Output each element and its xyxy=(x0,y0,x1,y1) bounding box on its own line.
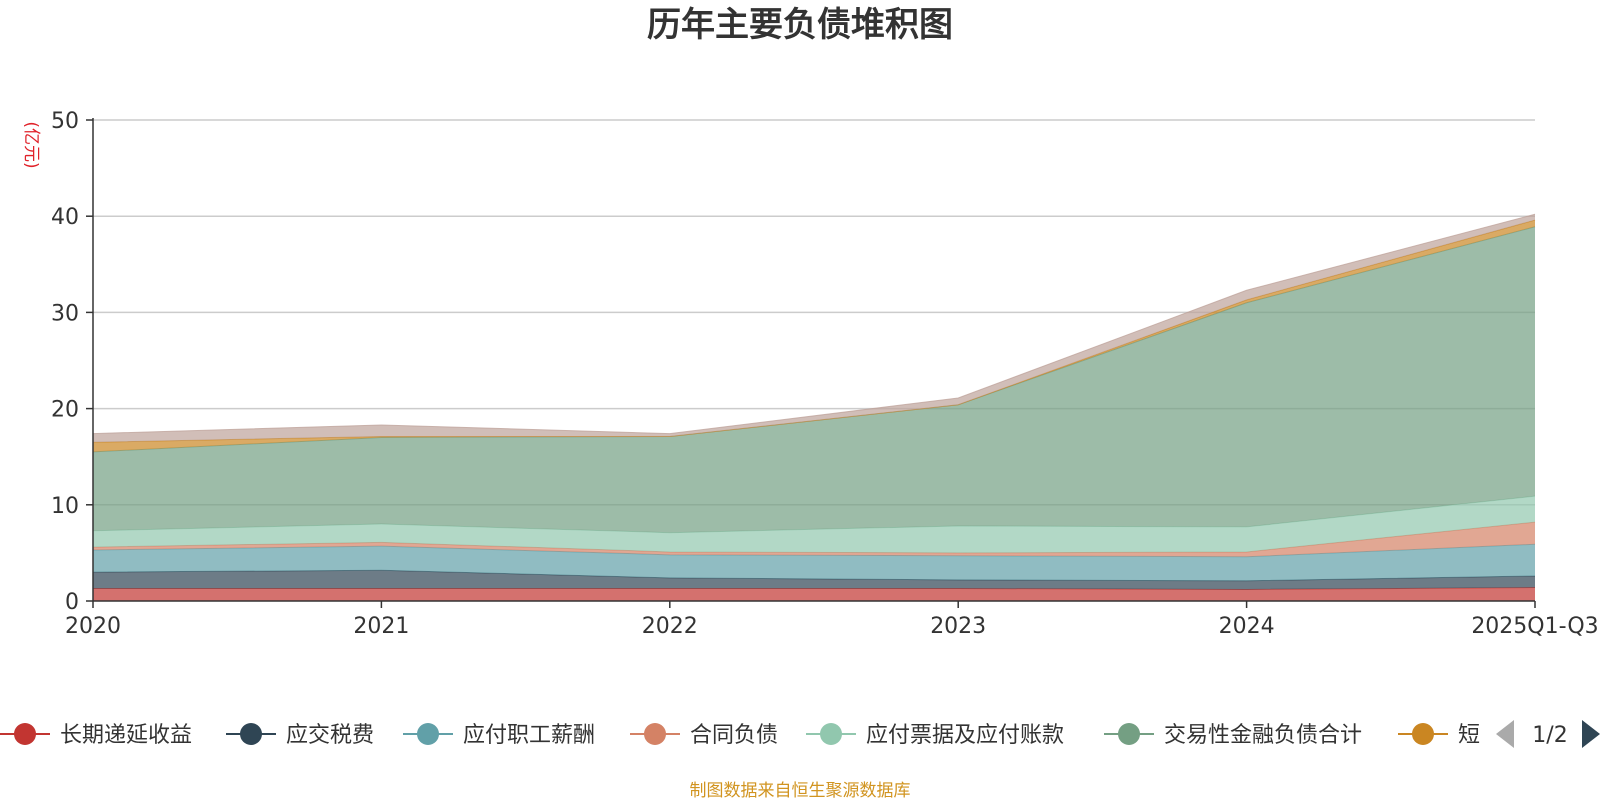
x-tick-label: 2024 xyxy=(1219,614,1275,639)
legend-item[interactable]: 交易性金融负债合计 xyxy=(1104,723,1362,748)
legend-label: 短 xyxy=(1458,723,1480,748)
y-tick-label: 20 xyxy=(51,398,79,423)
legend-circle-marker xyxy=(14,723,36,745)
legend-label: 应交税费 xyxy=(286,723,374,748)
x-tick-label: 2021 xyxy=(353,614,409,639)
y-tick-label: 30 xyxy=(51,301,79,326)
y-tick-label: 50 xyxy=(51,109,79,134)
y-tick-label: 0 xyxy=(65,590,79,615)
legend-item[interactable]: 应交税费 xyxy=(226,723,374,748)
legend-circle-marker xyxy=(240,723,262,745)
area-series-5 xyxy=(93,226,1535,533)
legend-label: 应付职工薪酬 xyxy=(463,723,595,748)
chart-title: 历年主要负债堆积图 xyxy=(647,5,953,45)
data-source-footer: 制图数据来自恒生聚源数据库 xyxy=(689,781,911,801)
x-tick-label: 2022 xyxy=(642,614,698,639)
legend-circle-marker xyxy=(644,723,666,745)
y-tick-label: 40 xyxy=(51,205,79,230)
legend-item[interactable]: 应付职工薪酬 xyxy=(403,723,595,748)
y-axis-unit: (亿元) xyxy=(21,121,41,168)
legend-circle-marker xyxy=(1412,723,1434,745)
y-tick-label: 10 xyxy=(51,494,79,519)
area-series-0 xyxy=(93,587,1535,601)
x-tick-label: 2020 xyxy=(65,614,121,639)
legend-circle-marker xyxy=(820,723,842,745)
legend-pager: 1/2 xyxy=(1496,720,1600,748)
x-tick-label: 2023 xyxy=(930,614,986,639)
area-series-4 xyxy=(93,496,1535,553)
legend-circle-marker xyxy=(1118,723,1140,745)
legend-item[interactable]: 合同负债 xyxy=(630,723,778,748)
legend-circle-marker xyxy=(417,723,439,745)
x-tick-label: 2025Q1-Q3 xyxy=(1471,614,1598,639)
legend-prev-page-icon[interactable] xyxy=(1496,720,1514,748)
area-top-line-7 xyxy=(92,213,1536,435)
axes: 0 10 20 30 40 50 2020 2021 2022 2023 2024 2025Q1-Q3 xyxy=(51,109,1599,639)
legend-label: 合同负债 xyxy=(690,723,778,748)
area-series-group xyxy=(92,213,1536,601)
legend-label: 长期递延收益 xyxy=(60,723,192,748)
legend-item[interactable]: 短 xyxy=(1398,723,1480,748)
legend-next-page-icon[interactable] xyxy=(1582,720,1600,748)
area-series-3 xyxy=(93,522,1535,557)
legend-item[interactable]: 长期递延收益 xyxy=(0,723,192,748)
legend-label: 应付票据及应付账款 xyxy=(866,723,1064,748)
legend-label: 交易性金融负债合计 xyxy=(1164,723,1362,748)
area-series-1 xyxy=(93,570,1535,590)
area-series-2 xyxy=(93,544,1535,581)
area-top-line-1 xyxy=(92,569,1536,582)
legend: 长期递延收益 应交税费 应付职工薪酬 合同负债 应付票据及应付账款 交易性金融负债合计 短 xyxy=(0,723,1480,748)
legend-page-indicator: 1/2 xyxy=(1532,723,1567,748)
legend-item[interactable]: 应付票据及应付账款 xyxy=(806,723,1064,748)
